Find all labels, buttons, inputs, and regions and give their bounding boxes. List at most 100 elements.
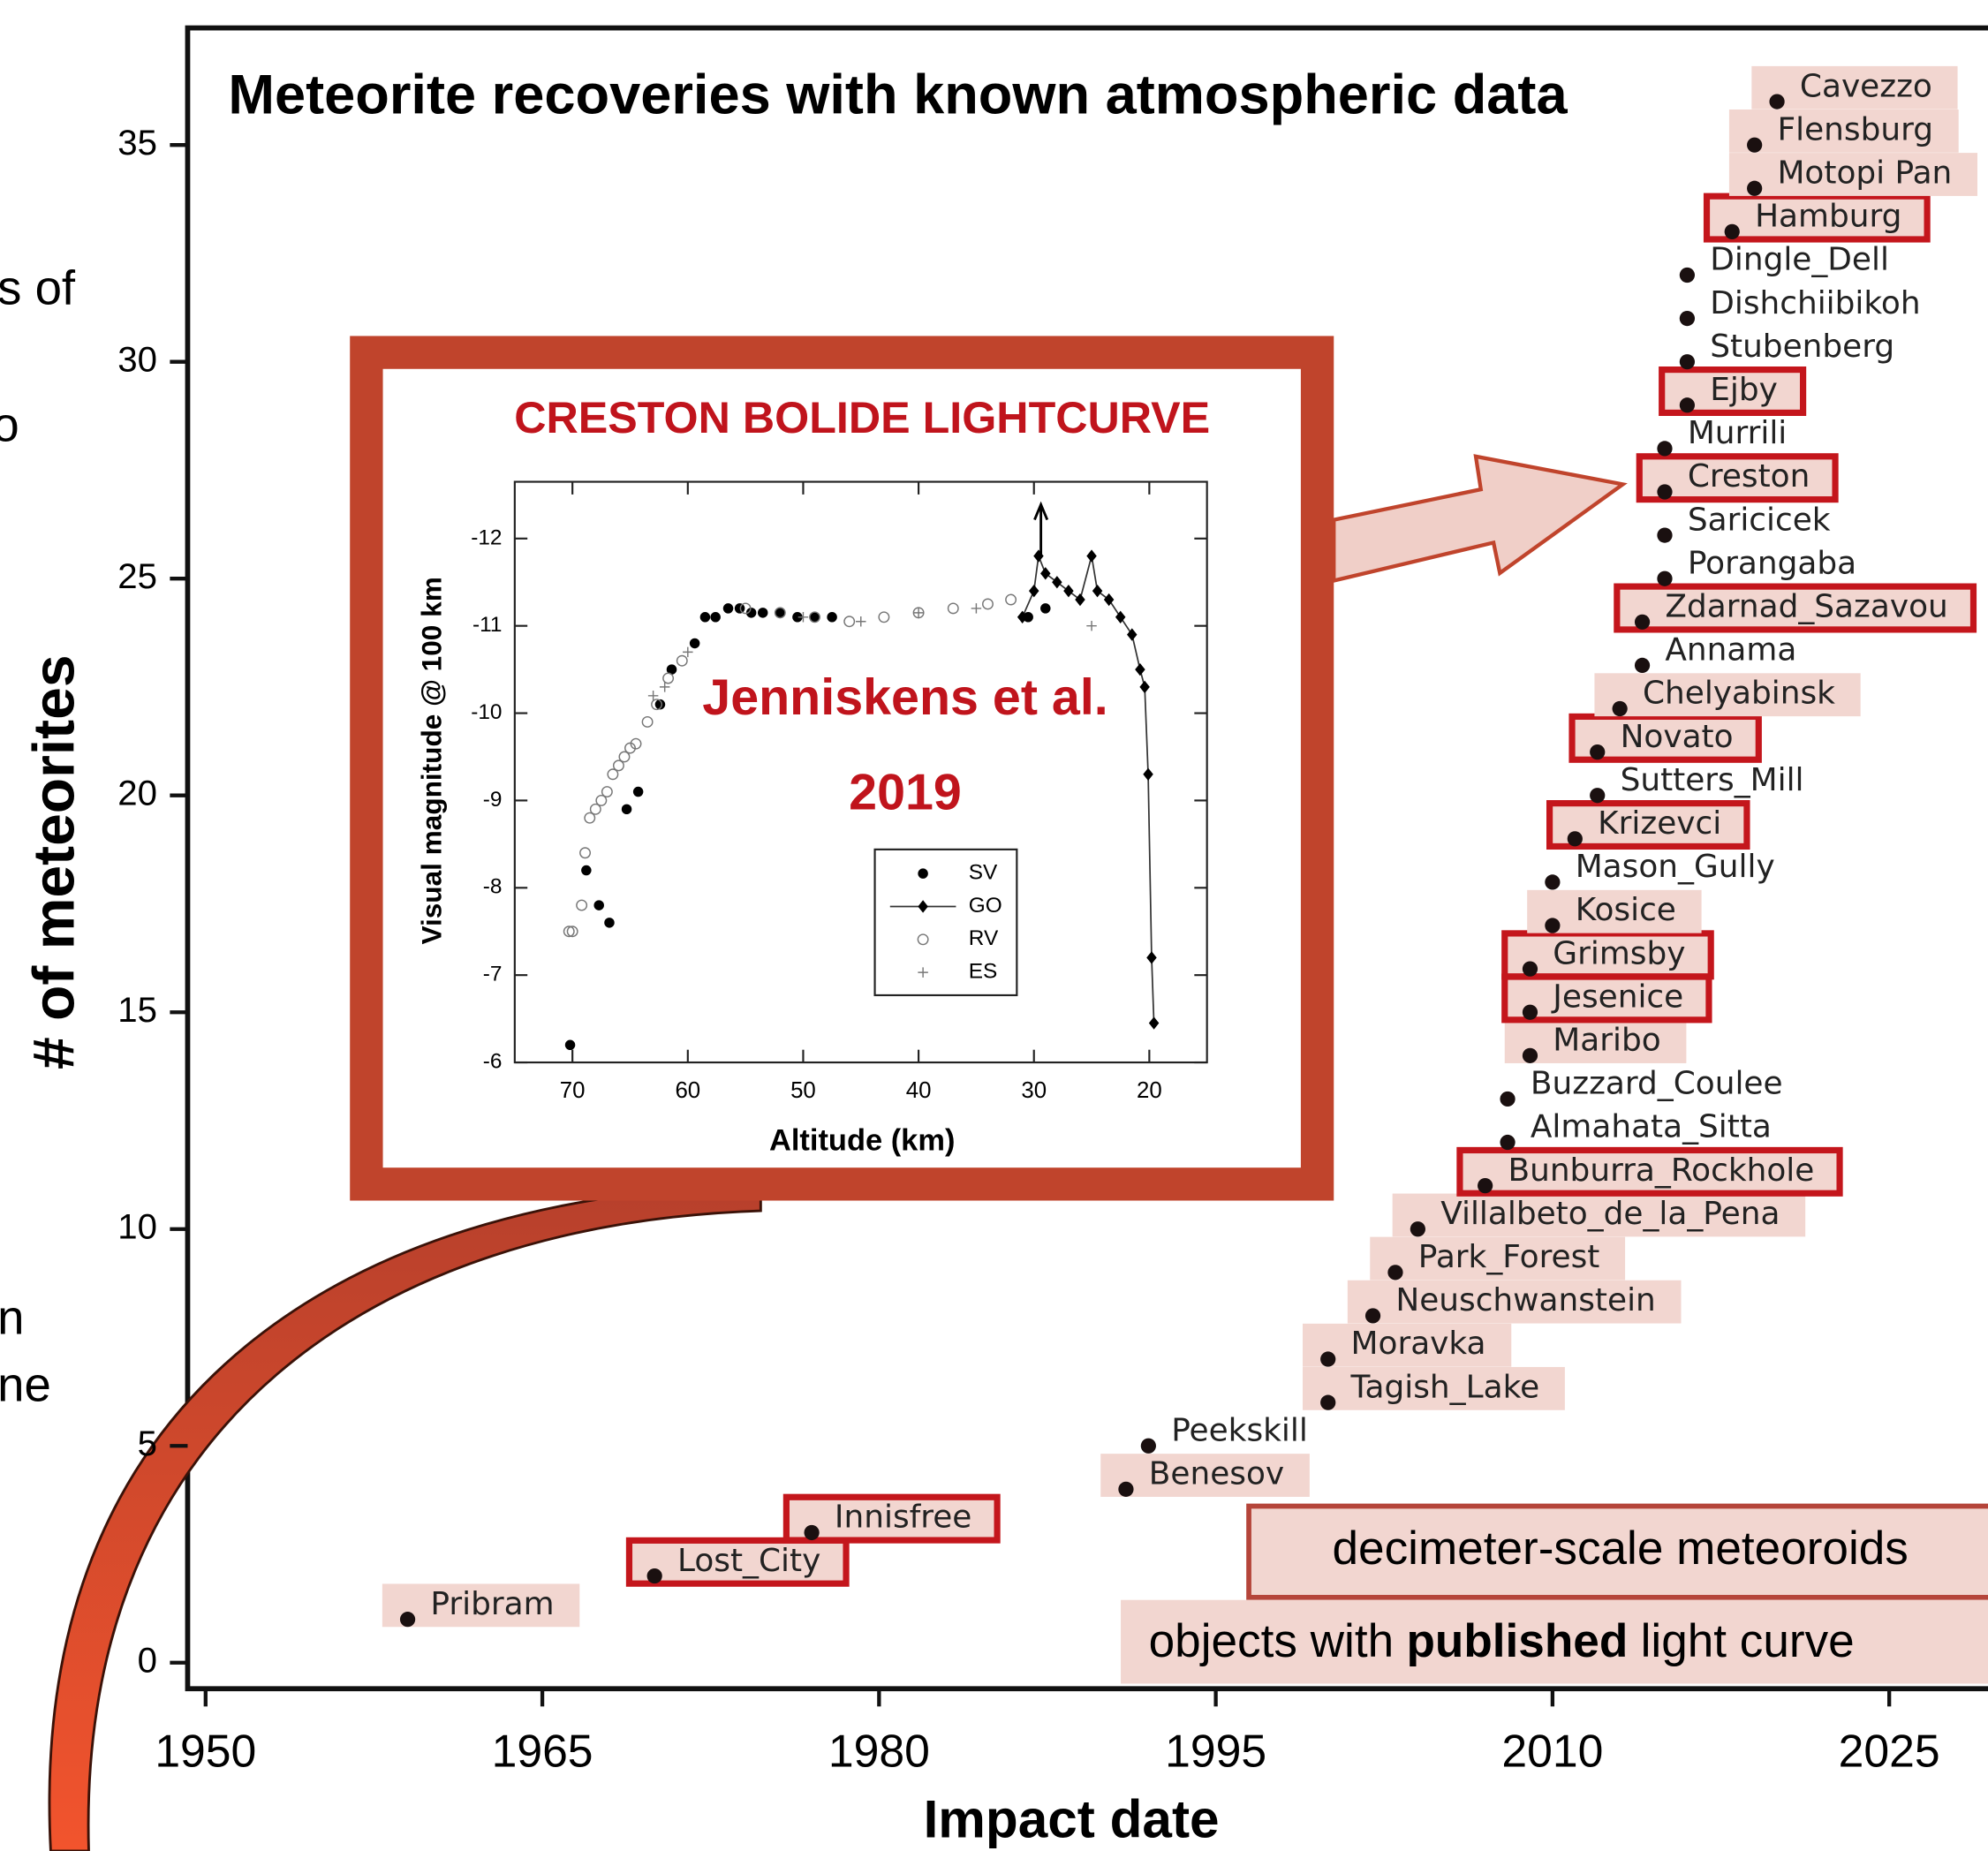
y-tick-label: 15 xyxy=(117,990,157,1030)
point xyxy=(593,900,603,910)
meteorite-point xyxy=(1657,571,1672,586)
meteorite-label: Villalbeto_de_la_Pena xyxy=(1440,1196,1780,1232)
inset-y-tick-label: -9 xyxy=(483,788,503,812)
y-tick-label: 5 xyxy=(138,1424,157,1463)
meteorite-label: Saricicek xyxy=(1688,502,1831,538)
meteorite-point xyxy=(1568,831,1583,846)
inset-x-tick-label: 30 xyxy=(1021,1078,1047,1103)
meteorite-point xyxy=(1523,1048,1538,1063)
legend-label: SV xyxy=(969,861,998,885)
point xyxy=(735,603,745,613)
meteorite-point xyxy=(1635,658,1650,673)
meteorite-point xyxy=(1545,874,1560,889)
meteorite-point xyxy=(647,1568,662,1583)
legend-text-part: light curve xyxy=(1641,1615,1855,1667)
meteorite-label: Grimsby xyxy=(1553,935,1685,971)
meteorite-label: Pribram xyxy=(430,1586,554,1622)
side-text: s of xyxy=(0,261,76,315)
x-tick-label: 1965 xyxy=(492,1726,593,1777)
inset-x-tick-label: 60 xyxy=(675,1078,700,1103)
point xyxy=(581,865,591,875)
meteorite-label: Lost_City xyxy=(677,1543,820,1579)
meteorite-point xyxy=(1635,615,1650,630)
legend-text: decimeter-scale meteoroids xyxy=(1333,1522,1909,1575)
meteorite-label: Zdarnad_Sazavou xyxy=(1665,589,1947,625)
inset-y-tick-label: -8 xyxy=(483,875,503,899)
x-tick-label: 2010 xyxy=(1501,1726,1603,1777)
page: {"side_text":["s of","o","n","ne"], "cha… xyxy=(0,0,1988,1851)
side-text: n xyxy=(0,1290,24,1344)
meteorite-label: Almahata_Sitta xyxy=(1531,1109,1772,1145)
inset-x-tick-label: 70 xyxy=(560,1078,586,1103)
meteorite-label: Benesov xyxy=(1149,1456,1284,1492)
legend-marker xyxy=(918,868,927,878)
meteorite-point xyxy=(400,1612,415,1627)
meteorite-label: Dishchiibikoh xyxy=(1710,285,1920,321)
y-tick-label: 0 xyxy=(138,1640,157,1680)
point xyxy=(827,612,836,622)
meteorite-point xyxy=(1680,268,1695,283)
inset-frame xyxy=(367,352,1318,1184)
point xyxy=(622,805,631,814)
inset-y-tick-label: -10 xyxy=(471,700,502,724)
meteorite-point xyxy=(1545,918,1560,933)
inset-y-tick-label: -12 xyxy=(471,525,502,549)
meteorite-label: Park_Forest xyxy=(1418,1239,1600,1275)
meteorite-point xyxy=(1657,441,1672,456)
meteorite-label: Creston xyxy=(1688,458,1810,495)
legend-label: RV xyxy=(969,926,999,950)
meteorite-label: Peekskill xyxy=(1171,1412,1308,1448)
y-tick-label: 35 xyxy=(117,123,157,162)
meteorite-label: Moravka xyxy=(1351,1326,1486,1362)
inset-title: CRESTON BOLIDE LIGHTCURVE xyxy=(514,393,1210,442)
point xyxy=(690,638,699,648)
point xyxy=(633,787,643,797)
legend-label: GO xyxy=(969,894,1002,918)
annotation: Jenniskens et al. xyxy=(702,669,1107,726)
inset-x-tick-label: 40 xyxy=(906,1078,932,1103)
chart-title: Meteorite recoveries with known atmosphe… xyxy=(228,64,1568,126)
meteorite-point xyxy=(1500,1092,1515,1107)
x-tick-label: 1995 xyxy=(1165,1726,1266,1777)
meteorite-label: Mason_Gully xyxy=(1576,849,1775,885)
side-text: o xyxy=(0,398,19,452)
y-tick-label: 20 xyxy=(117,773,157,812)
meteorite-label: Neuschwanstein xyxy=(1395,1282,1655,1318)
meteorite-point xyxy=(1680,354,1695,369)
x-tick-label: 1950 xyxy=(155,1726,256,1777)
meteorite-point xyxy=(804,1525,819,1540)
meteorite-point xyxy=(1523,1005,1538,1020)
meteorite-label: Flensburg xyxy=(1777,111,1933,147)
y-tick-label: 25 xyxy=(117,556,157,596)
meteorite-point xyxy=(1320,1395,1335,1410)
legend-label: ES xyxy=(969,960,998,984)
legend-text-part: published xyxy=(1406,1615,1628,1667)
meteorite-label: Buzzard_Coulee xyxy=(1531,1066,1783,1102)
point xyxy=(723,603,733,613)
meteorite-label: Ejby xyxy=(1710,372,1778,408)
meteorite-label: Jesenice xyxy=(1551,978,1683,1015)
x-axis-label: Impact date xyxy=(924,1788,1220,1848)
meteorite-point xyxy=(1725,224,1740,239)
meteorite-label: Dingle_Dell xyxy=(1710,242,1889,278)
meteorite-label: Novato xyxy=(1621,719,1734,755)
meteorite-point xyxy=(1590,788,1605,803)
point xyxy=(700,612,710,622)
meteorite-point xyxy=(1410,1221,1425,1236)
annotation: 2019 xyxy=(849,765,962,821)
meteorite-point xyxy=(1590,744,1605,759)
meteorite-point xyxy=(1657,527,1672,542)
meteorite-point xyxy=(1118,1482,1133,1497)
inset-x-tick-label: 20 xyxy=(1137,1078,1162,1103)
meteorite-label: Sutters_Mill xyxy=(1621,762,1804,798)
meteorite-point xyxy=(1320,1351,1335,1366)
meteorite-point xyxy=(1478,1178,1493,1193)
meteorite-label: Motopi Pan xyxy=(1777,155,1952,191)
inset-x-tick-label: 50 xyxy=(790,1078,816,1103)
meteorite-label: Chelyabinsk xyxy=(1643,676,1835,712)
meteorite-point xyxy=(1365,1308,1380,1323)
legend-text: objects withpublishedlight curve xyxy=(1149,1615,1855,1667)
inset-y-tick-label: -6 xyxy=(483,1049,503,1073)
y-axis-label: # of meteorites xyxy=(20,654,86,1069)
meteorite-point xyxy=(1680,397,1695,412)
